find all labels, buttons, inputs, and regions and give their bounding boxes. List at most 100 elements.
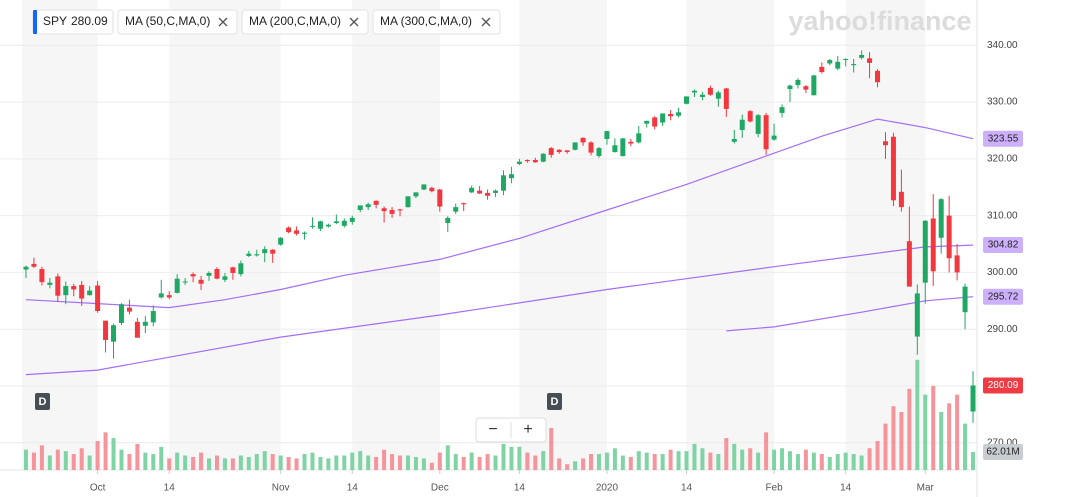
candle-body	[429, 187, 435, 192]
candle-body	[95, 285, 101, 312]
zoom-out[interactable]: −	[488, 421, 497, 438]
volume-bar	[859, 455, 864, 470]
volume-bar	[708, 452, 713, 470]
volume-bar	[827, 456, 832, 470]
volume-bar	[533, 455, 538, 470]
volume-bar	[628, 456, 633, 470]
candle-body	[660, 113, 666, 123]
volume-bar	[270, 454, 275, 470]
candle-body	[357, 205, 363, 210]
legend-chip[interactable]: SPY 280.09	[32, 9, 114, 35]
volume-bar	[883, 423, 888, 470]
volume-bar	[955, 394, 960, 470]
x-tick-label: Oct	[90, 483, 106, 494]
candle-body	[532, 160, 538, 163]
legend-chip[interactable]: MA (50,C,MA,0)	[117, 9, 238, 35]
volume-bar	[668, 449, 673, 470]
volume-bar	[199, 452, 204, 470]
candle-body	[636, 133, 642, 143]
candle-body	[333, 221, 339, 224]
volume-bar	[819, 454, 824, 470]
candle-body	[747, 111, 753, 122]
event-marker[interactable]	[547, 393, 562, 410]
candle-body	[325, 224, 331, 227]
candle-body	[294, 230, 300, 234]
legend-chip[interactable]: MA (300,C,MA,0)	[372, 9, 501, 35]
candle-body	[23, 266, 29, 270]
event-marker-label: D	[551, 396, 559, 408]
x-tick-label: 14	[840, 483, 852, 494]
shade-band	[686, 0, 775, 470]
candle-body	[771, 135, 777, 140]
event-marker[interactable]	[35, 393, 50, 410]
last-close: 280.09	[71, 14, 108, 28]
candle-body	[691, 90, 697, 93]
candle-body	[246, 253, 252, 256]
volume-bar	[835, 454, 840, 470]
volume-bar	[700, 448, 705, 470]
candle-body	[126, 307, 132, 312]
volume-bar	[795, 454, 800, 470]
volume-bar	[604, 452, 609, 470]
volume-bar	[23, 449, 28, 470]
volume-bar	[413, 456, 418, 470]
candle-body	[835, 61, 841, 69]
volume-bar	[286, 456, 291, 470]
volume-bar	[310, 452, 315, 470]
volume-bar	[477, 456, 482, 470]
candle-body	[946, 215, 952, 259]
y-tick-label: 290.00	[987, 324, 1018, 335]
volume-bar	[127, 454, 132, 470]
candle-body	[485, 192, 491, 196]
candle-body	[588, 142, 594, 153]
candle-body	[87, 290, 93, 296]
volume-bar	[676, 451, 681, 470]
legend-chip[interactable]: MA (200,C,MA,0)	[241, 9, 369, 35]
volume-bar	[867, 448, 872, 470]
volume-bar	[39, 445, 44, 470]
zoom-controls[interactable]: − +	[475, 417, 547, 443]
volume-bar	[175, 452, 180, 470]
candle-body	[707, 87, 713, 95]
candle-body	[461, 203, 467, 205]
volume-bar	[907, 388, 912, 470]
volume-bar	[469, 452, 474, 470]
candle-body	[214, 269, 220, 279]
volume-bar	[517, 446, 522, 470]
candle-body	[508, 174, 514, 179]
candle-body	[906, 241, 912, 287]
candle-body	[317, 221, 323, 229]
candle-body	[556, 149, 562, 153]
candle-body	[763, 115, 769, 150]
volume-bar	[334, 455, 339, 470]
volume-bar	[87, 455, 92, 470]
candle-body	[938, 199, 944, 238]
candle-body	[604, 131, 610, 139]
candle-body	[118, 304, 124, 323]
candle-body	[405, 196, 411, 208]
y-tick-label: 320.00	[987, 154, 1018, 165]
volume-bar	[971, 452, 976, 470]
candle-body	[731, 138, 737, 142]
remove-icon[interactable]	[218, 17, 228, 27]
zoom-in[interactable]: +	[523, 421, 532, 438]
candle-body	[676, 112, 682, 116]
candle-body	[795, 79, 801, 86]
volume-bar	[780, 448, 785, 470]
candle-body	[843, 58, 849, 60]
volume-bar	[573, 461, 578, 470]
ma-last-value: 323.55	[988, 133, 1019, 144]
volume-bar	[636, 451, 641, 470]
volume-bar	[143, 452, 148, 470]
candle-body	[819, 66, 825, 72]
remove-icon[interactable]	[481, 17, 491, 27]
remove-icon[interactable]	[349, 17, 359, 27]
candle-body	[389, 209, 395, 214]
candle-body	[612, 145, 618, 153]
candle-body	[787, 85, 793, 90]
event-marker-label: D	[39, 396, 47, 408]
volume-bar	[302, 454, 307, 470]
volume-bar	[660, 454, 665, 470]
candle-body	[55, 276, 61, 296]
candle-body	[500, 175, 506, 191]
